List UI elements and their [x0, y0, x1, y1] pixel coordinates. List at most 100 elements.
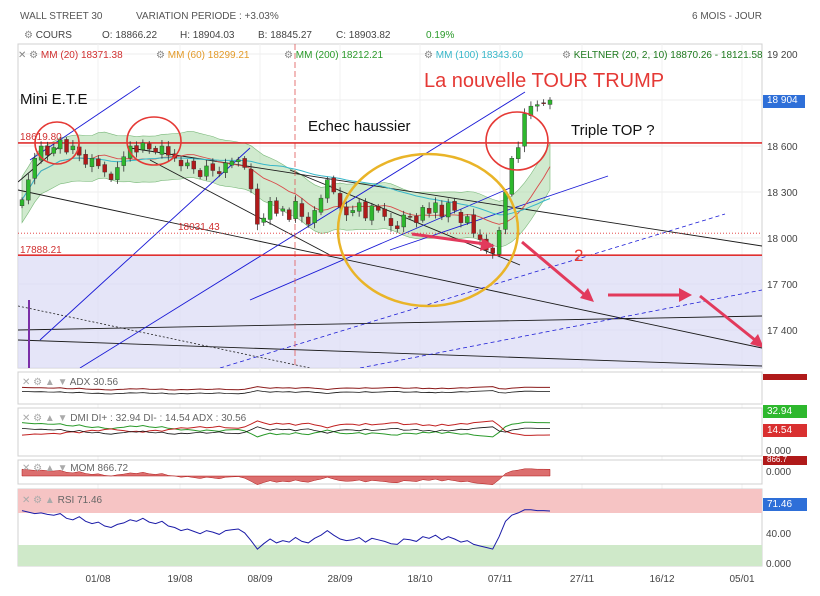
close-icon[interactable]: ✕ — [18, 50, 27, 61]
rsi-overbought-band — [18, 489, 762, 513]
candle — [236, 156, 241, 167]
price-tag — [763, 95, 805, 108]
gear-icon[interactable]: ⚙ — [33, 463, 43, 474]
mom-legend[interactable]: ✕ ⚙ ▲ ▼ MOM 866.72 — [22, 463, 128, 474]
candle — [45, 141, 50, 161]
keltner-legend[interactable]: ⚙ KELTNER (20, 2, 10) 18870.26 - 18121.5… — [562, 50, 763, 61]
arrow-up-icon[interactable]: ▲ — [44, 377, 55, 388]
close-icon[interactable]: ✕ — [22, 495, 31, 506]
dotted-trendline — [18, 305, 311, 368]
candle — [446, 198, 451, 223]
adx-tag — [763, 374, 807, 380]
gear-icon[interactable]: ⚙ — [24, 30, 33, 41]
candle — [382, 203, 387, 221]
candle — [414, 213, 419, 228]
candle — [261, 213, 266, 226]
x-tick-label: 18/10 — [407, 574, 432, 585]
y-tick-label: 17 700 — [767, 280, 798, 291]
annotation-triple-top: Triple TOP ? — [571, 122, 655, 139]
gear-icon[interactable]: ⚙ — [33, 377, 43, 388]
x-tick-label: 19/08 — [167, 574, 192, 585]
adx-label: ADX — [69, 377, 91, 388]
y-tick-label: 18 300 — [767, 188, 798, 199]
arrow-up-icon[interactable]: ▲ — [44, 413, 55, 424]
candle — [166, 141, 171, 162]
mm100-legend[interactable]: ⚙ MM (100) 18343.60 — [424, 50, 523, 61]
period-selector[interactable]: 6 MOIS - JOUR — [692, 11, 763, 22]
close-icon[interactable]: ✕ — [22, 377, 31, 388]
x-tick-label: 28/09 — [327, 574, 352, 585]
adx-legend[interactable]: ✕ ⚙ ▲ ▼ ADX 30.56 — [22, 377, 118, 388]
candle — [337, 187, 343, 212]
mm20-value: 18371.38 — [80, 50, 123, 61]
cours-label: COURS — [35, 30, 72, 41]
x-tick-label: 07/11 — [488, 574, 513, 585]
level-low-label: 17888.21 — [20, 245, 62, 256]
mm60-legend[interactable]: ⚙ MM (60) 18299.21 — [156, 50, 249, 61]
rsi-line — [21, 509, 551, 550]
candle — [83, 149, 88, 168]
candle — [185, 159, 190, 169]
blue-dashed-trendlines — [219, 213, 762, 368]
gear-icon[interactable]: ⚙ — [562, 50, 571, 61]
mm60-value: 18299.21 — [207, 50, 250, 61]
candle — [229, 157, 235, 169]
rsi-legend[interactable]: ✕ ⚙ ▲ RSI 71.46 — [22, 495, 102, 506]
candle — [147, 140, 152, 154]
candle — [541, 99, 546, 106]
arrow-up-icon[interactable]: ▲ — [44, 495, 55, 506]
candle — [331, 175, 336, 195]
candle — [547, 97, 553, 110]
gear-icon[interactable]: ⚙ — [33, 413, 43, 424]
low-value: B: 18845.27 — [258, 30, 312, 41]
candle — [515, 141, 521, 163]
candle — [401, 210, 406, 233]
mom-tag — [763, 456, 807, 465]
candle — [452, 197, 457, 214]
candle — [242, 156, 247, 170]
high-value: H: 18904.03 — [180, 30, 235, 41]
annotation-two: 2 — [574, 246, 584, 265]
arrow-up-icon[interactable]: ▲ — [44, 463, 55, 474]
arrow-down-icon[interactable]: ▼ — [57, 463, 68, 474]
dmi-plus-tag — [763, 405, 807, 418]
x-tick-label: 16/12 — [649, 574, 674, 585]
arrow-down-icon[interactable]: ▼ — [57, 413, 68, 424]
gear-icon[interactable]: ⚙ — [156, 50, 165, 61]
candle — [51, 144, 57, 157]
mm20-legend[interactable]: ✕ ⚙ MM (20) 18371.38 — [18, 50, 123, 61]
gear-icon[interactable]: ⚙ — [29, 50, 39, 61]
mm200-legend[interactable]: ⚙ MM (200) 18212.21 — [284, 50, 383, 61]
candle — [306, 212, 311, 228]
candle — [388, 213, 394, 232]
candle — [407, 212, 413, 220]
mm100-value: 18343.60 — [481, 50, 524, 61]
y-tick-label: 17 400 — [767, 326, 798, 337]
gear-icon[interactable]: ⚙ — [284, 50, 293, 61]
arrow-down-icon[interactable]: ▼ — [57, 377, 68, 388]
mm100-label: MM (100) — [435, 50, 479, 61]
period-variation: VARIATION PERIODE : +3.03% — [136, 11, 279, 22]
dmi-minus-line — [21, 420, 551, 436]
circle-top-2 — [126, 116, 182, 166]
price-tag-label: 18 904 — [767, 95, 798, 106]
candle — [57, 136, 63, 154]
gear-icon[interactable]: ⚙ — [33, 495, 43, 506]
mom-value: 866.72 — [97, 463, 129, 474]
candle — [325, 176, 330, 203]
candle — [395, 220, 400, 233]
dmi-legend[interactable]: ✕ ⚙ ▲ ▼ DMI DI+ : 32.94 DI- : 14.54 ADX … — [22, 413, 246, 424]
candle — [299, 198, 305, 223]
keltner-label: KELTNER (20, 2, 10) — [573, 50, 668, 61]
support-zone — [18, 255, 762, 368]
close-icon[interactable]: ✕ — [22, 413, 31, 424]
rsi-mid-tick: 40.00 — [766, 529, 792, 540]
x-tick-label: 01/08 — [85, 574, 110, 585]
close-icon[interactable]: ✕ — [22, 463, 31, 474]
x-tick-label: 08/09 — [247, 574, 272, 585]
y-tick-label: 18 600 — [767, 142, 798, 153]
x-tick-label: 27/11 — [570, 574, 595, 585]
adx-line — [21, 386, 550, 391]
gear-icon[interactable]: ⚙ — [424, 50, 433, 61]
